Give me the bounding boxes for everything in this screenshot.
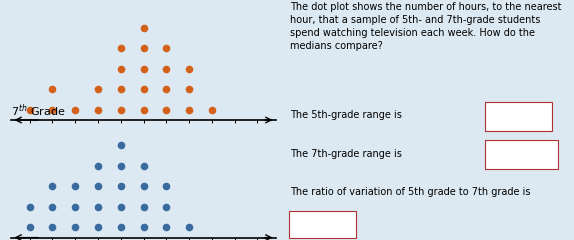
Text: 5$^{th}$ Grade: 5$^{th}$ Grade xyxy=(11,0,66,1)
Text: The 5th-grade range is: The 5th-grade range is xyxy=(290,110,402,120)
Text: ▼: ▼ xyxy=(539,111,545,120)
X-axis label: Hours: Hours xyxy=(129,137,158,147)
Text: The 7th-grade range is: The 7th-grade range is xyxy=(290,149,402,159)
Text: The ratio of variation of 5th grade to 7th grade is: The ratio of variation of 5th grade to 7… xyxy=(290,187,530,197)
Text: ▼: ▼ xyxy=(340,219,346,228)
FancyBboxPatch shape xyxy=(484,140,558,169)
FancyBboxPatch shape xyxy=(484,102,552,131)
FancyBboxPatch shape xyxy=(289,211,356,238)
Text: 7$^{th}$ Grade: 7$^{th}$ Grade xyxy=(11,102,66,119)
Text: The dot plot shows the number of hours, to the nearest
hour, that a sample of 5t: The dot plot shows the number of hours, … xyxy=(290,2,561,51)
Text: ↖: ↖ xyxy=(500,149,507,158)
Text: ▼: ▼ xyxy=(539,149,545,158)
